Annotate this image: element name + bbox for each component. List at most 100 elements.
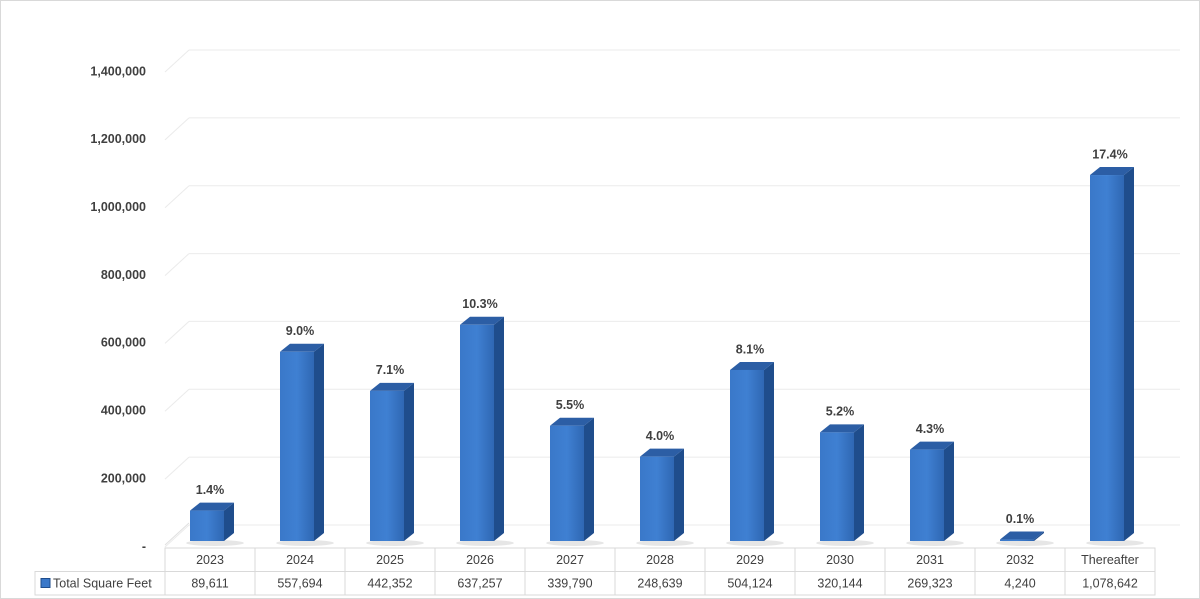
bar-face bbox=[460, 324, 494, 541]
table-value: 1,078,642 bbox=[1082, 577, 1138, 591]
bar bbox=[1090, 167, 1134, 542]
data-label: 8.1% bbox=[736, 342, 765, 356]
bar-shadow bbox=[636, 540, 694, 546]
bar-face bbox=[494, 316, 504, 541]
bar-face bbox=[730, 369, 764, 541]
bar bbox=[1000, 531, 1044, 541]
x-tick-label: 2029 bbox=[736, 553, 764, 567]
data-label: 5.2% bbox=[826, 405, 855, 419]
table-value: 442,352 bbox=[367, 577, 412, 591]
grid-line-side bbox=[164, 524, 190, 548]
x-tick-label: Thereafter bbox=[1081, 553, 1139, 567]
x-tick-label: 2024 bbox=[286, 553, 314, 567]
x-tick-label: 2027 bbox=[556, 553, 584, 567]
bar-face bbox=[550, 417, 594, 426]
table-cell bbox=[1064, 571, 1156, 596]
bar-shadow bbox=[996, 540, 1054, 546]
data-label: 7.1% bbox=[376, 363, 405, 377]
bar-face bbox=[314, 343, 324, 541]
x-tick-label: 2025 bbox=[376, 553, 404, 567]
bar bbox=[730, 361, 774, 541]
legend-label: Total Square Feet bbox=[53, 577, 152, 591]
bar-face bbox=[820, 432, 854, 541]
y-tick-label: 1,200,000 bbox=[90, 132, 146, 146]
y-tick-label: 1,000,000 bbox=[90, 200, 146, 214]
y-tick-label: 600,000 bbox=[101, 336, 146, 350]
bar bbox=[910, 441, 954, 541]
bar-face bbox=[404, 382, 414, 541]
bar-face bbox=[674, 448, 684, 541]
table-value: 339,790 bbox=[547, 577, 592, 591]
grid-line-side bbox=[164, 321, 190, 344]
data-label: 17.4% bbox=[1092, 147, 1127, 161]
bar-shadow bbox=[276, 540, 334, 546]
y-tick-label: 1,400,000 bbox=[90, 64, 146, 78]
bar-face bbox=[944, 441, 954, 541]
bar-shadow bbox=[366, 540, 424, 546]
bar-face bbox=[1000, 539, 1034, 541]
data-label: 1.4% bbox=[196, 483, 225, 497]
y-tick-label: - bbox=[142, 539, 146, 553]
bar-face bbox=[730, 361, 774, 370]
table-value: 557,694 bbox=[277, 577, 322, 591]
bar-face bbox=[1090, 167, 1134, 176]
data-label: 4.0% bbox=[646, 429, 675, 443]
x-tick-label: 2026 bbox=[466, 553, 494, 567]
bar-face bbox=[370, 382, 414, 391]
bar-face bbox=[1124, 167, 1134, 542]
y-tick-label: 400,000 bbox=[101, 404, 146, 418]
bar-face bbox=[584, 417, 594, 541]
bar-face bbox=[910, 441, 954, 450]
bar bbox=[370, 382, 414, 541]
bar bbox=[550, 417, 594, 541]
y-tick-label: 200,000 bbox=[101, 471, 146, 485]
grid-line-side bbox=[164, 253, 190, 276]
table-value: 269,323 bbox=[907, 577, 952, 591]
bar-shadow bbox=[186, 540, 244, 546]
bar-face bbox=[280, 343, 324, 352]
bar-face bbox=[1034, 531, 1044, 541]
bar bbox=[640, 448, 684, 541]
bar-shadow bbox=[456, 540, 514, 546]
bar-face bbox=[550, 425, 584, 541]
table-value: 320,144 bbox=[817, 577, 862, 591]
bar-face bbox=[1090, 175, 1124, 542]
bar-face bbox=[190, 510, 224, 541]
bar bbox=[820, 424, 864, 541]
data-label: 0.1% bbox=[1006, 512, 1035, 526]
bar-face bbox=[1000, 531, 1044, 540]
x-tick-label: 2032 bbox=[1006, 553, 1034, 567]
bar-shadow bbox=[546, 540, 604, 546]
data-label: 4.3% bbox=[916, 422, 945, 436]
bar-face bbox=[764, 361, 774, 541]
table-value: 637,257 bbox=[457, 577, 502, 591]
grid-line-side bbox=[164, 388, 190, 412]
bar-face bbox=[224, 502, 234, 541]
bar-shadow bbox=[816, 540, 874, 546]
bar bbox=[460, 316, 504, 541]
bar-face bbox=[820, 424, 864, 433]
bar-shadow bbox=[1086, 540, 1144, 546]
bar-face bbox=[190, 502, 234, 511]
grid-line-side bbox=[164, 185, 190, 209]
data-label: 5.5% bbox=[556, 398, 585, 412]
x-tick-label: 2028 bbox=[646, 553, 674, 567]
bar-face bbox=[370, 390, 404, 541]
data-label: 9.0% bbox=[286, 324, 315, 338]
bar-shadow bbox=[726, 540, 784, 546]
bar bbox=[280, 343, 324, 541]
table-value: 4,240 bbox=[1004, 577, 1035, 591]
legend-swatch bbox=[40, 578, 51, 588]
x-tick-label: 2030 bbox=[826, 553, 854, 567]
data-label: 10.3% bbox=[462, 297, 497, 311]
bar-face bbox=[460, 316, 504, 325]
y-tick-label: 800,000 bbox=[101, 268, 146, 282]
bar-face bbox=[910, 449, 944, 541]
grid-line-side bbox=[164, 49, 190, 73]
bar-face bbox=[640, 456, 674, 541]
x-tick-label: 2031 bbox=[916, 553, 944, 567]
table-value: 504,124 bbox=[727, 577, 772, 591]
table-value: 89,611 bbox=[191, 577, 228, 591]
